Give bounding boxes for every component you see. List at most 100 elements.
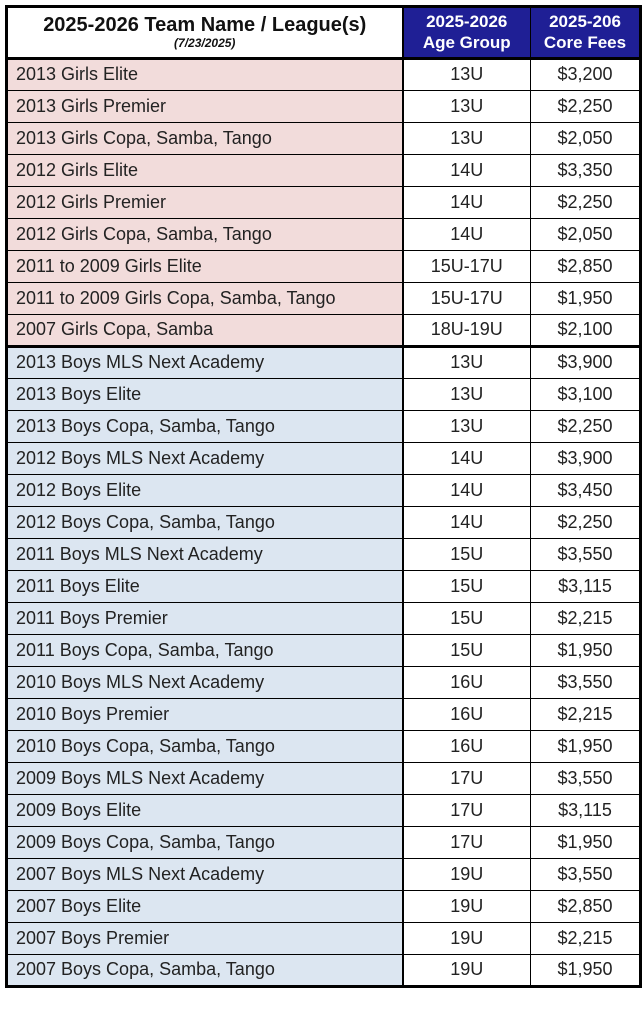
core-fee-cell: $2,215: [530, 601, 641, 635]
age-group-cell: 14U: [402, 217, 531, 251]
table-row: 2009 Boys Elite 17U $3,115: [6, 793, 641, 827]
core-fee-cell: $2,250: [530, 89, 641, 123]
age-group-cell: 15U-17U: [402, 249, 531, 283]
age-group-cell: 14U: [402, 441, 531, 475]
core-fee-cell: $3,115: [530, 793, 641, 827]
age-group-cell: 19U: [402, 889, 531, 923]
table-row: 2007 Boys Copa, Samba, Tango 19U $1,950: [6, 953, 641, 987]
team-name-cell: 2010 Boys MLS Next Academy: [6, 665, 404, 699]
core-fee-cell: $2,250: [530, 185, 641, 219]
table-row: 2012 Girls Premier 14U $2,250: [6, 185, 641, 219]
age-group-cell: 14U: [402, 473, 531, 507]
team-name-cell: 2013 Girls Copa, Samba, Tango: [6, 121, 404, 155]
team-name-cell: 2011 Boys Premier: [6, 601, 404, 635]
core-fee-cell: $3,100: [530, 377, 641, 411]
core-fee-cell: $1,950: [530, 953, 641, 987]
age-group-cell: 13U: [402, 89, 531, 123]
core-fee-cell: $3,550: [530, 857, 641, 891]
table-row: 2012 Girls Elite 14U $3,350: [6, 153, 641, 187]
table-row: 2011 Boys Copa, Samba, Tango 15U $1,950: [6, 633, 641, 667]
team-name-cell: 2007 Boys Copa, Samba, Tango: [6, 953, 404, 987]
age-group-cell: 19U: [402, 921, 531, 955]
age-group-cell: 14U: [402, 505, 531, 539]
core-fee-cell: $3,550: [530, 537, 641, 571]
team-name-cell: 2010 Boys Premier: [6, 697, 404, 731]
table-row: 2013 Boys Copa, Samba, Tango 13U $2,250: [6, 409, 641, 443]
team-name-cell: 2011 Boys MLS Next Academy: [6, 537, 404, 571]
table-row: 2012 Boys MLS Next Academy 14U $3,900: [6, 441, 641, 475]
core-fee-cell: $3,115: [530, 569, 641, 603]
table-row: 2009 Boys MLS Next Academy 17U $3,550: [6, 761, 641, 795]
fees-table-body: 2013 Girls Elite 13U $3,200 2013 Girls P…: [6, 57, 641, 987]
fee-column-line2: Core Fees: [543, 33, 627, 53]
team-column-date: (7/23/2025): [174, 35, 236, 50]
age-group-cell: 16U: [402, 665, 531, 699]
age-group-cell: 13U: [402, 121, 531, 155]
age-group-cell: 17U: [402, 761, 531, 795]
table-row: 2012 Girls Copa, Samba, Tango 14U $2,050: [6, 217, 641, 251]
age-group-cell: 19U: [402, 857, 531, 891]
team-name-cell: 2009 Boys Elite: [6, 793, 404, 827]
age-group-cell: 18U-19U: [402, 313, 531, 347]
team-name-cell: 2012 Boys Copa, Samba, Tango: [6, 505, 404, 539]
team-name-cell: 2013 Boys Elite: [6, 377, 404, 411]
table-row: 2012 Boys Elite 14U $3,450: [6, 473, 641, 507]
table-row: 2011 to 2009 Girls Elite 15U-17U $2,850: [6, 249, 641, 283]
table-row: 2013 Girls Elite 13U $3,200: [6, 57, 641, 91]
team-name-cell: 2009 Boys MLS Next Academy: [6, 761, 404, 795]
team-name-cell: 2012 Girls Premier: [6, 185, 404, 219]
table-row: 2007 Girls Copa, Samba 18U-19U $2,100: [6, 313, 641, 347]
table-row: 2010 Boys Copa, Samba, Tango 16U $1,950: [6, 729, 641, 763]
core-fee-cell: $2,215: [530, 921, 641, 955]
team-name-cell: 2011 to 2009 Girls Elite: [6, 249, 404, 283]
core-fee-cell: $2,850: [530, 889, 641, 923]
team-name-cell: 2013 Girls Elite: [6, 57, 404, 91]
age-column-line2: Age Group: [422, 33, 511, 53]
age-group-cell: 15U: [402, 569, 531, 603]
core-fee-cell: $2,050: [530, 121, 641, 155]
core-fee-cell: $1,950: [530, 825, 641, 859]
fees-table: 2025-2026 Team Name / League(s) (7/23/20…: [5, 5, 642, 988]
table-row: 2011 Boys Elite 15U $3,115: [6, 569, 641, 603]
core-fee-cell: $3,900: [530, 441, 641, 475]
team-name-cell: 2013 Boys MLS Next Academy: [6, 344, 404, 379]
fees-table-header: 2025-2026 Team Name / League(s) (7/23/20…: [6, 6, 641, 60]
team-name-cell: 2012 Girls Elite: [6, 153, 404, 187]
age-group-cell: 16U: [402, 729, 531, 763]
age-group-cell: 13U: [402, 377, 531, 411]
table-row: 2010 Boys Premier 16U $2,215: [6, 697, 641, 731]
age-group-cell: 14U: [402, 153, 531, 187]
core-fee-cell: $2,050: [530, 217, 641, 251]
core-fees-column-header: 2025-206 Core Fees: [530, 6, 641, 60]
team-name-cell: 2013 Boys Copa, Samba, Tango: [6, 409, 404, 443]
team-name-cell: 2011 to 2009 Girls Copa, Samba, Tango: [6, 281, 404, 315]
age-column-line1: 2025-2026: [426, 12, 508, 31]
age-group-cell: 15U-17U: [402, 281, 531, 315]
team-name-cell: 2007 Boys Elite: [6, 889, 404, 923]
table-row: 2011 Boys MLS Next Academy 15U $3,550: [6, 537, 641, 571]
age-group-cell: 17U: [402, 825, 531, 859]
core-fee-cell: $3,200: [530, 57, 641, 91]
core-fee-cell: $2,215: [530, 697, 641, 731]
age-group-cell: 15U: [402, 601, 531, 635]
age-group-cell: 16U: [402, 697, 531, 731]
table-row: 2010 Boys MLS Next Academy 16U $3,550: [6, 665, 641, 699]
core-fee-cell: $2,250: [530, 409, 641, 443]
table-row: 2011 Boys Premier 15U $2,215: [6, 601, 641, 635]
header-row: 2025-2026 Team Name / League(s) (7/23/20…: [6, 6, 641, 60]
age-group-cell: 13U: [402, 57, 531, 91]
core-fee-cell: $3,550: [530, 761, 641, 795]
table-row: 2013 Boys MLS Next Academy 13U $3,900: [6, 344, 641, 379]
core-fee-cell: $2,250: [530, 505, 641, 539]
team-name-cell: 2007 Boys MLS Next Academy: [6, 857, 404, 891]
team-name-column-header: 2025-2026 Team Name / League(s) (7/23/20…: [6, 6, 404, 60]
team-name-cell: 2012 Boys Elite: [6, 473, 404, 507]
core-fee-cell: $3,350: [530, 153, 641, 187]
team-name-cell: 2007 Boys Premier: [6, 921, 404, 955]
team-name-cell: 2009 Boys Copa, Samba, Tango: [6, 825, 404, 859]
team-name-cell: 2012 Girls Copa, Samba, Tango: [6, 217, 404, 251]
team-name-cell: 2007 Girls Copa, Samba: [6, 313, 404, 347]
table-row: 2009 Boys Copa, Samba, Tango 17U $1,950: [6, 825, 641, 859]
team-column-title: 2025-2026 Team Name / League(s): [43, 13, 367, 36]
